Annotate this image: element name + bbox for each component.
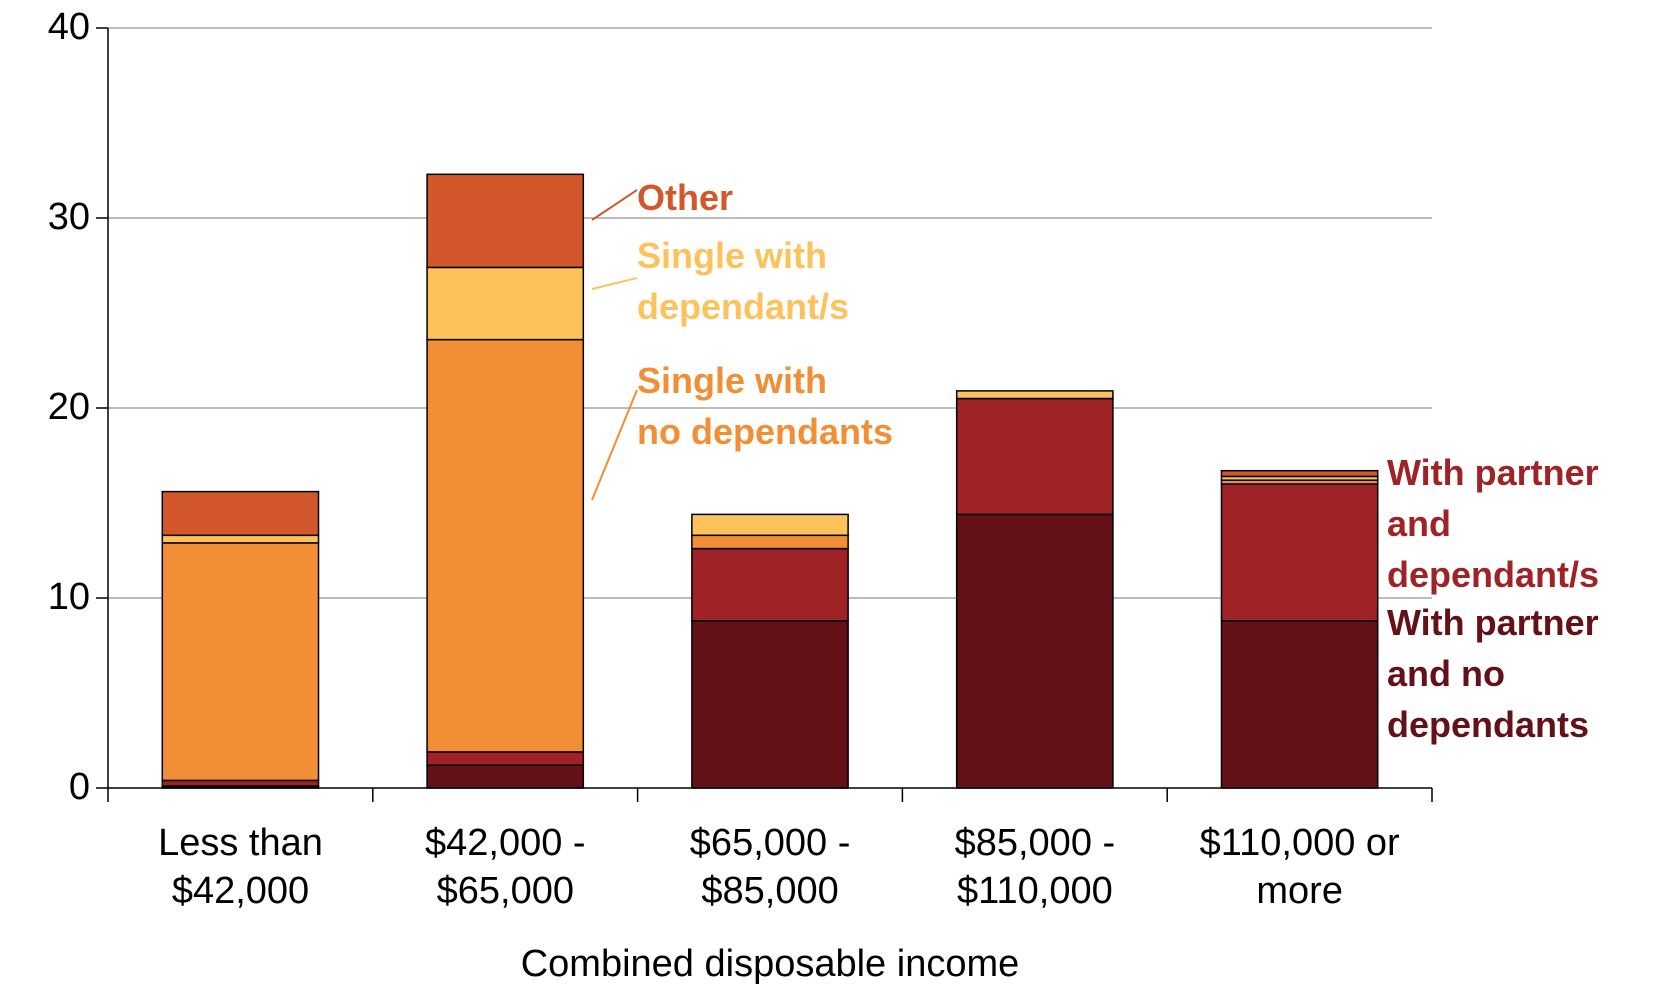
series-label: Single with no dependants — [637, 360, 894, 453]
bar-segment — [426, 764, 585, 789]
x-axis-label: Combined disposable income — [520, 943, 1020, 985]
bar-segment — [1220, 620, 1379, 789]
bar-segment — [691, 620, 849, 789]
bar-segment — [426, 338, 585, 753]
bar-segment — [161, 534, 320, 544]
x-tick-label: Less than $42,000 — [158, 822, 323, 912]
bar-segment — [426, 266, 585, 341]
y-tick-label: 0 — [68, 766, 90, 808]
y-tick-label: 10 — [47, 576, 90, 618]
y-tick-label: 40 — [47, 6, 90, 48]
bar-segment — [161, 779, 320, 787]
x-tick-label: $85,000 - $110,000 — [954, 822, 1116, 912]
leader-line — [591, 389, 638, 501]
x-tick-label: $42,000 - $65,000 — [425, 822, 586, 912]
x-tick-label: $110,000 or more — [1199, 822, 1400, 912]
bar-segment — [955, 390, 1114, 400]
series-label: With partner and no dependants — [1387, 602, 1599, 746]
bar-segment — [691, 534, 849, 550]
leader-line — [591, 189, 638, 221]
leader-line — [591, 277, 638, 290]
series-label: Other — [637, 177, 734, 218]
bar-segment — [161, 490, 320, 537]
bar-segment — [426, 751, 585, 766]
bar-segment — [161, 542, 320, 782]
bar-segment — [691, 513, 849, 537]
bar-segment — [426, 173, 585, 269]
bar-segment — [691, 547, 849, 622]
bar-segment — [955, 397, 1114, 516]
bar-segment — [1220, 469, 1379, 478]
series-label: With partner and dependant/s — [1387, 452, 1600, 596]
series-label: Single with dependant/s — [637, 235, 850, 328]
y-tick-label: 20 — [47, 386, 90, 428]
y-tick-label: 30 — [47, 196, 90, 238]
bar-segment — [955, 513, 1114, 789]
bar-segment — [1220, 483, 1379, 622]
x-tick-label: $65,000 - $85,000 — [689, 822, 851, 912]
